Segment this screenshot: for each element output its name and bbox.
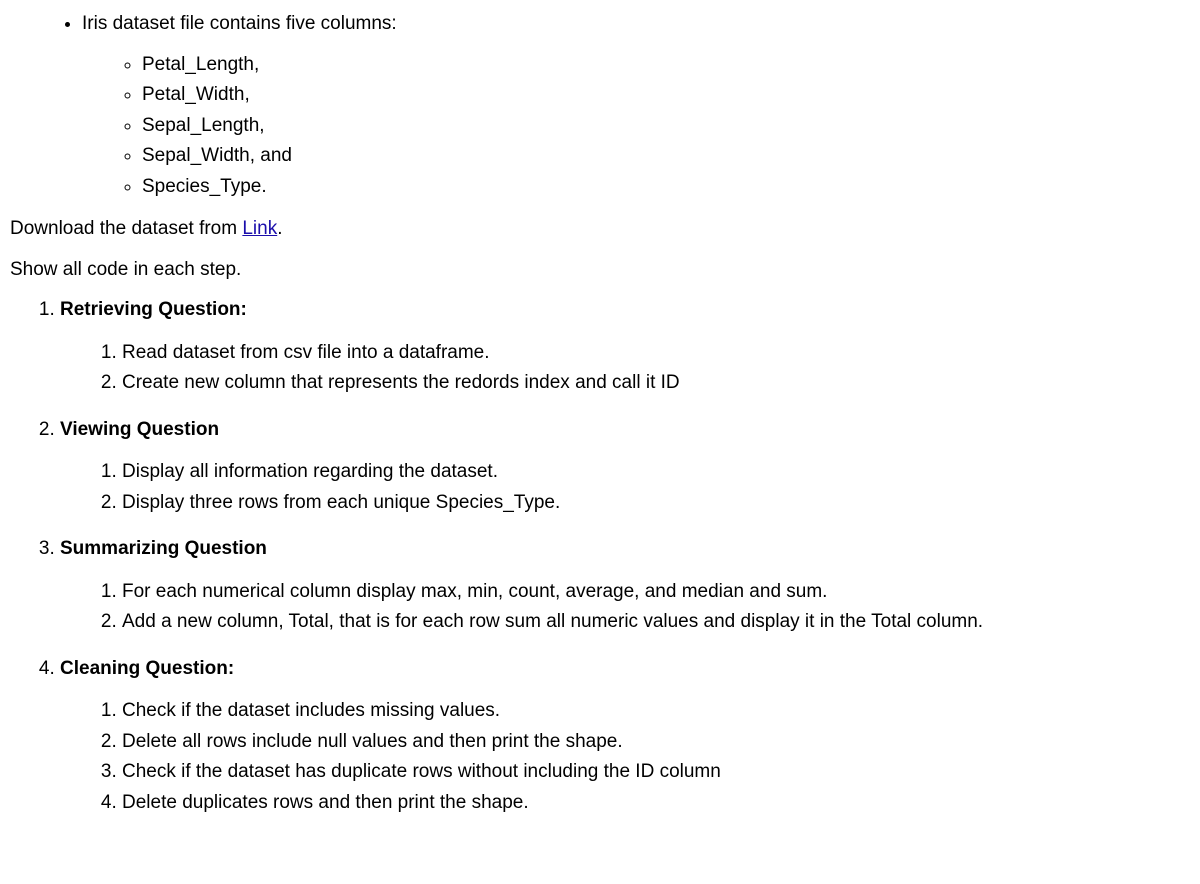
column-item: Sepal_Length, [142, 112, 1190, 141]
column-item: Petal_Width, [142, 81, 1190, 110]
columns-list: Petal_Length, Petal_Width, Sepal_Length,… [82, 51, 1190, 202]
sub-list: Check if the dataset includes missing va… [60, 697, 1190, 817]
download-suffix: . [277, 218, 282, 239]
list-item: Delete all rows include null values and … [122, 728, 1190, 757]
sub-list: Display all information regarding the da… [60, 458, 1190, 517]
column-item: Petal_Length, [142, 51, 1190, 80]
list-item: Display three rows from each unique Spec… [122, 489, 1190, 518]
intro-bullet-list: Iris dataset file contains five columns:… [10, 10, 1190, 201]
section-cleaning: Cleaning Question: Check if the dataset … [60, 655, 1190, 818]
sub-list: Read dataset from csv file into a datafr… [60, 339, 1190, 398]
list-item: Read dataset from csv file into a datafr… [122, 339, 1190, 368]
section-viewing: Viewing Question Display all information… [60, 416, 1190, 518]
section-title: Summarizing Question [60, 538, 267, 559]
list-item: Display all information regarding the da… [122, 458, 1190, 487]
section-title: Cleaning Question: [60, 658, 234, 679]
main-ordered-list: Retrieving Question: Read dataset from c… [10, 296, 1190, 817]
list-item: Create new column that represents the re… [122, 369, 1190, 398]
list-item: Add a new column, Total, that is for eac… [122, 608, 1190, 637]
list-item: Delete duplicates rows and then print th… [122, 789, 1190, 818]
list-item: Check if the dataset includes missing va… [122, 697, 1190, 726]
intro-bullet-item: Iris dataset file contains five columns:… [82, 10, 1190, 201]
download-paragraph: Download the dataset from Link. [10, 215, 1190, 244]
list-item: For each numerical column display max, m… [122, 578, 1190, 607]
download-prefix: Download the dataset from [10, 218, 242, 239]
section-title: Retrieving Question: [60, 299, 247, 320]
download-link[interactable]: Link [242, 218, 277, 239]
column-item: Sepal_Width, and [142, 142, 1190, 171]
section-title: Viewing Question [60, 419, 219, 440]
section-retrieving: Retrieving Question: Read dataset from c… [60, 296, 1190, 398]
intro-bullet-text: Iris dataset file contains five columns: [82, 13, 397, 34]
show-code-paragraph: Show all code in each step. [10, 256, 1190, 285]
section-summarizing: Summarizing Question For each numerical … [60, 535, 1190, 637]
list-item: Check if the dataset has duplicate rows … [122, 758, 1190, 787]
sub-list: For each numerical column display max, m… [60, 578, 1190, 637]
column-item: Species_Type. [142, 173, 1190, 202]
